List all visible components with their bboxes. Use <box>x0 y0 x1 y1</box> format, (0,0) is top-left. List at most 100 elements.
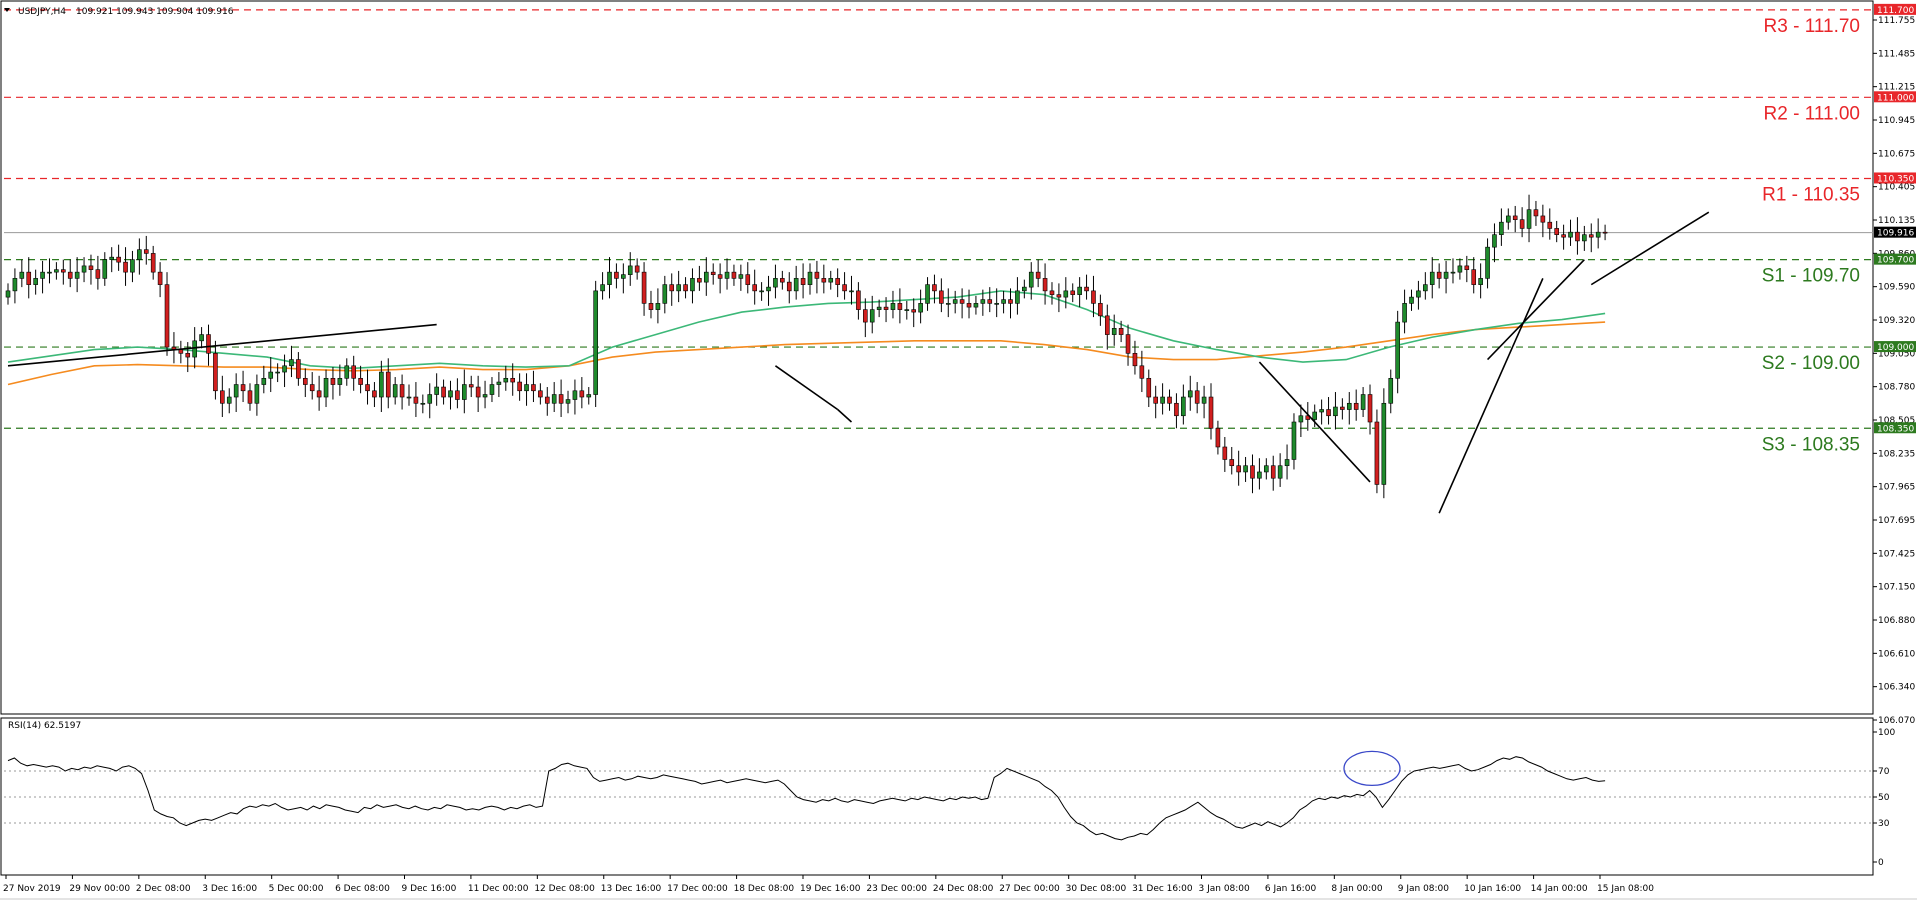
time-tick-label: 31 Dec 16:00 <box>1132 884 1193 894</box>
candle <box>150 245 156 280</box>
candle <box>5 283 11 305</box>
candle <box>496 372 502 398</box>
candle <box>206 324 211 366</box>
candle <box>987 287 993 313</box>
rsi-tick-label: 70 <box>1878 767 1890 777</box>
level-tag-text: 110.350 <box>1877 174 1914 184</box>
candle <box>586 387 592 405</box>
time-tick-label: 11 Dec 00:00 <box>468 884 529 894</box>
candle <box>302 368 308 398</box>
candle <box>904 300 910 320</box>
time-tick-label: 19 Dec 16:00 <box>800 884 861 894</box>
candle <box>413 382 419 418</box>
rsi-highlight-circle <box>1343 750 1401 787</box>
trendline[interactable] <box>1438 278 1544 514</box>
candle <box>793 265 799 300</box>
candle <box>579 377 585 409</box>
candle <box>1277 453 1283 487</box>
ohlc-label: 109.921 109.943 109.904 109.916 <box>76 7 234 17</box>
candle <box>475 375 481 413</box>
price-tick-label: 108.505 <box>1878 416 1915 426</box>
time-tick-label: 24 Dec 08:00 <box>933 884 994 894</box>
trendline[interactable] <box>1258 361 1371 483</box>
candle <box>1512 205 1518 233</box>
candle <box>621 263 626 294</box>
candle <box>365 369 370 405</box>
time-tick-label: 23 Dec 00:00 <box>866 884 927 894</box>
candle <box>1333 392 1338 430</box>
level-label-r2: R2 - 111.00 <box>1764 103 1860 124</box>
candle <box>607 257 612 299</box>
candle <box>690 268 695 304</box>
time-tick-label: 3 Jan 08:00 <box>1199 884 1251 894</box>
level-label-r1: R1 - 110.35 <box>1762 184 1860 205</box>
candle <box>1167 389 1172 411</box>
candle <box>786 272 792 304</box>
candle <box>1326 397 1331 425</box>
level-tag-s3 <box>1874 422 1916 434</box>
candle <box>130 250 135 283</box>
candle <box>627 252 633 286</box>
candle <box>1153 385 1158 419</box>
candle <box>759 282 764 301</box>
candle <box>932 274 937 304</box>
candle <box>1077 277 1082 308</box>
candle <box>323 369 329 408</box>
candle <box>703 257 709 296</box>
candle <box>669 273 675 306</box>
price-tick-label: 111.215 <box>1878 83 1915 93</box>
price-tick-label: 106.610 <box>1878 649 1915 659</box>
candle <box>233 373 239 413</box>
candle <box>482 380 488 409</box>
candle <box>1243 456 1248 482</box>
candle <box>593 280 598 408</box>
candle <box>1561 224 1566 250</box>
candle <box>655 288 661 324</box>
candle <box>157 262 163 298</box>
candle <box>309 372 315 400</box>
candle <box>890 290 896 319</box>
candle <box>897 288 903 324</box>
candle <box>807 263 813 295</box>
time-tick-label: 9 Dec 16:00 <box>402 884 457 894</box>
candle <box>54 262 59 280</box>
trendline[interactable] <box>7 323 437 367</box>
candle <box>524 373 529 406</box>
candle <box>1429 257 1435 299</box>
candle <box>47 258 52 284</box>
moving-average-slow <box>7 321 1606 386</box>
candle <box>558 379 564 418</box>
candle <box>199 327 204 349</box>
level-tag-r3 <box>1874 3 1916 15</box>
candle <box>925 277 930 311</box>
rsi-line <box>7 756 1606 841</box>
candle <box>74 257 80 293</box>
candle <box>1588 223 1594 253</box>
candle <box>448 380 453 410</box>
trendline[interactable] <box>837 408 853 423</box>
dropdown-icon[interactable] <box>4 8 10 12</box>
candle <box>379 360 384 413</box>
candle <box>81 257 87 283</box>
price-tick-label: 107.695 <box>1878 516 1915 526</box>
candle <box>1250 454 1255 494</box>
price-tick-label: 108.780 <box>1878 383 1915 393</box>
candle <box>821 264 827 294</box>
candle <box>869 295 875 334</box>
candle <box>1595 218 1601 249</box>
candle <box>538 383 543 405</box>
candle <box>531 370 536 403</box>
candle <box>1042 263 1048 305</box>
trendline[interactable] <box>1590 211 1710 286</box>
candle <box>1436 263 1442 289</box>
trendline[interactable] <box>1486 259 1585 361</box>
candle <box>226 388 232 414</box>
price-tick-label: 109.050 <box>1878 349 1915 359</box>
candle <box>137 238 142 275</box>
candle <box>710 263 716 285</box>
trendline[interactable] <box>774 365 839 411</box>
candle <box>116 244 121 271</box>
candle <box>1464 255 1470 283</box>
candle <box>738 264 744 291</box>
moving-average-fast <box>7 290 1606 370</box>
